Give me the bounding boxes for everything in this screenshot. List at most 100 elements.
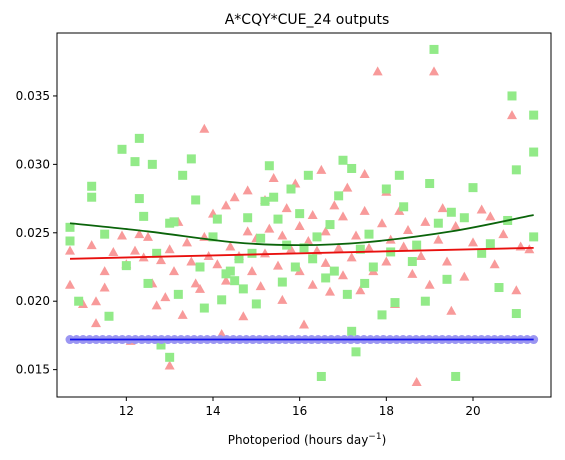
square-point xyxy=(152,248,162,258)
y-tick-label: 0.025 xyxy=(16,226,50,240)
square-point xyxy=(377,310,387,320)
square-point xyxy=(529,147,539,157)
x-axis: 12 14 16 18 20 xyxy=(119,397,481,418)
square-point xyxy=(507,91,517,101)
triangle-point xyxy=(99,266,110,276)
triangle-point xyxy=(186,256,197,266)
square-point xyxy=(308,254,318,264)
square-point xyxy=(316,371,326,381)
triangle-point xyxy=(307,279,318,289)
square-point xyxy=(342,289,352,299)
square-point xyxy=(117,144,127,154)
triangle-point xyxy=(86,240,97,250)
triangle-point xyxy=(247,266,257,276)
triangle-point xyxy=(190,278,201,288)
triangle-point xyxy=(507,110,517,120)
triangle-point xyxy=(199,123,210,133)
square-point xyxy=(212,214,222,224)
triangle-point xyxy=(65,279,75,289)
square-point xyxy=(134,194,144,204)
triangle-point xyxy=(307,210,318,219)
triangle-point xyxy=(260,248,270,258)
square-point xyxy=(273,214,283,224)
triangle-point xyxy=(476,204,487,214)
triangle-point xyxy=(303,236,314,245)
triangle-point xyxy=(359,168,370,178)
square-point xyxy=(238,284,248,294)
square-point xyxy=(191,195,201,205)
square-point xyxy=(529,110,539,120)
square-point xyxy=(139,211,149,221)
triangle-point xyxy=(450,220,461,230)
triangle-point xyxy=(221,200,231,210)
triangle-point xyxy=(346,252,357,262)
square-point xyxy=(225,266,235,276)
triangle-point xyxy=(403,225,413,235)
square-point xyxy=(87,192,97,202)
triangle-point xyxy=(364,242,374,252)
triangle-point xyxy=(511,285,522,295)
triangle-point xyxy=(411,376,422,386)
square-point xyxy=(334,191,344,201)
square-point xyxy=(347,163,357,173)
triangle-point xyxy=(221,275,231,285)
triangle-point xyxy=(212,259,223,269)
y-tick-label: 0.020 xyxy=(16,294,50,308)
square-point xyxy=(338,155,348,165)
square-point xyxy=(425,179,435,189)
square-point xyxy=(143,278,153,288)
square-point xyxy=(260,196,270,206)
triangle-point xyxy=(177,309,188,319)
square-point xyxy=(433,218,443,228)
triangle-point xyxy=(264,223,275,233)
square-point xyxy=(156,340,166,350)
square-point xyxy=(429,44,439,54)
triangle-point xyxy=(442,256,452,266)
x-tick-label: 14 xyxy=(205,404,220,418)
triangle-point xyxy=(320,226,331,236)
square-point xyxy=(295,209,305,219)
square-point xyxy=(420,296,430,306)
triangle-point xyxy=(351,230,361,240)
triangle-point xyxy=(433,234,444,244)
triangle-point xyxy=(65,245,75,255)
square-point xyxy=(173,289,183,299)
square-point xyxy=(178,170,188,180)
square-point xyxy=(121,261,131,271)
square-point xyxy=(286,184,296,194)
triangle-point xyxy=(281,203,292,213)
triangle-point xyxy=(225,241,236,251)
square-point xyxy=(321,273,331,283)
square-point xyxy=(208,232,218,242)
square-point xyxy=(165,352,175,362)
triangle-point xyxy=(381,256,392,266)
triangle-point xyxy=(164,244,175,254)
x-axis-label: Photoperiod (hours day−1) xyxy=(228,432,387,447)
triangle-point xyxy=(424,279,435,289)
triangle-point xyxy=(294,220,305,230)
triangle-point xyxy=(160,292,171,302)
plot-frame xyxy=(56,32,552,398)
triangle-point xyxy=(151,300,162,310)
triangle-point xyxy=(429,66,439,76)
chart-title: A*CQY*CUE_24 outputs xyxy=(225,12,390,28)
square-point xyxy=(87,181,97,191)
square-point xyxy=(65,236,75,246)
triangle-point xyxy=(242,185,253,195)
triangle-point xyxy=(99,282,110,292)
green-line xyxy=(69,214,534,247)
square-point xyxy=(134,133,144,143)
triangle-point xyxy=(359,205,370,215)
triangle-point xyxy=(416,251,426,261)
square-point xyxy=(407,257,417,267)
triangle-point xyxy=(489,259,500,269)
square-point xyxy=(217,295,227,305)
square-point xyxy=(485,239,495,249)
x-tick-label: 20 xyxy=(465,404,480,418)
triangle-point xyxy=(108,246,119,256)
square-point xyxy=(368,262,378,272)
square-point xyxy=(74,296,84,306)
square-point xyxy=(299,243,309,253)
square-point xyxy=(256,233,266,243)
triangle-point xyxy=(407,268,418,278)
